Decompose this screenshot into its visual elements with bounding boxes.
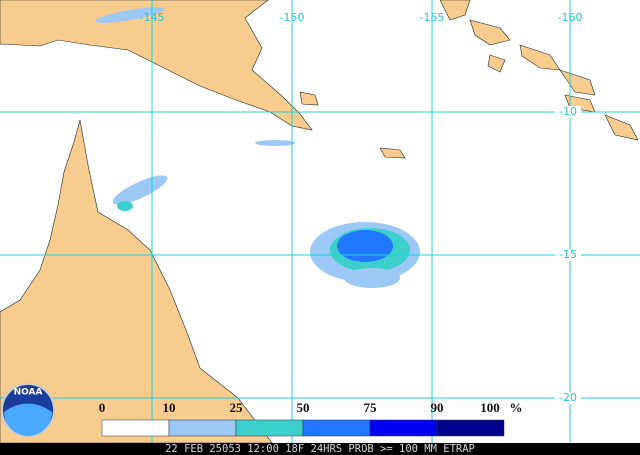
logo-text: NOAA [14,388,43,398]
legend-swatch [302,419,371,437]
legend: 0 10 25 50 75 90 100% [99,400,523,437]
precip-areas [95,7,420,288]
lat-label-bg [555,392,581,404]
lat-label: -20 [559,391,577,404]
footer-bar [0,443,640,455]
lon-label: -150 [280,11,305,24]
lat-label: -15 [559,248,577,261]
lat-label-bg [555,106,581,118]
legend-label: 10 [163,400,176,415]
legend-label: 100 [480,400,500,415]
legend-swatch [235,419,304,437]
legend-unit: % [510,400,523,415]
lat-label: -10 [559,105,577,118]
graticule: -145 -150 -155 -160 -10 -15 -20 [0,0,640,443]
legend-swatch [101,419,170,437]
legend-label: 75 [364,400,378,415]
legend-swatch [436,419,505,437]
legend-swatch [369,419,438,437]
legend-swatch [168,419,237,437]
legend-label: 0 [99,400,106,415]
lat-label-bg [555,249,581,261]
legend-label: 50 [297,400,310,415]
legend-label: 90 [431,400,444,415]
legend-label: 25 [230,400,244,415]
noaa-logo: NOAA [1,383,55,437]
lon-label: -155 [420,11,445,24]
lon-label: -160 [558,11,583,24]
land [0,0,639,444]
footer-text: 22 FEB 25053 12:00 18F 24HRS PROB >= 100… [165,443,475,455]
lon-label: -145 [140,11,165,24]
